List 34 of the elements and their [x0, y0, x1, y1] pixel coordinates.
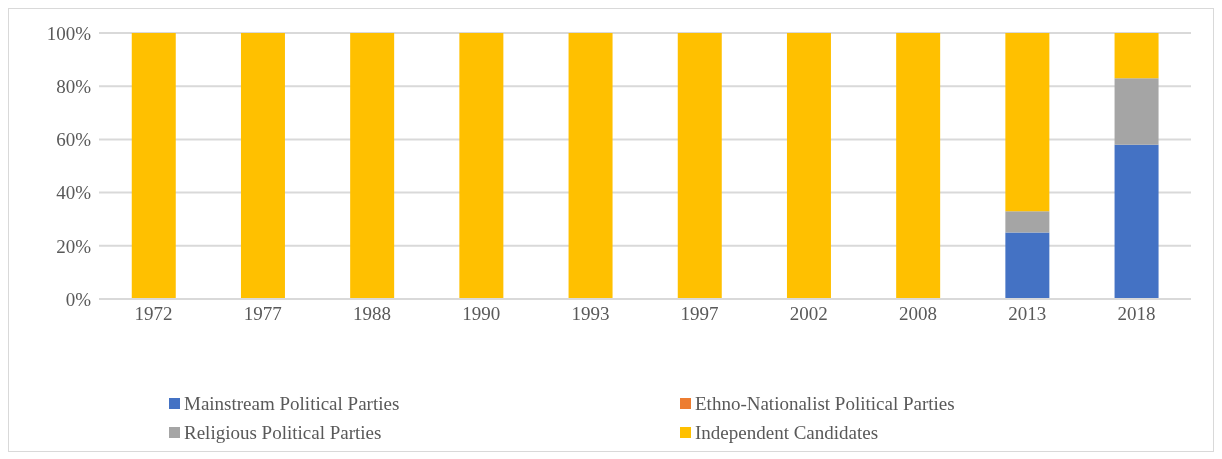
bar [1114, 144, 1159, 299]
bar [786, 33, 831, 299]
bar [896, 33, 941, 299]
bar [131, 33, 176, 299]
legend-label: Ethno-Nationalist Political Parties [695, 392, 955, 416]
legend-label: Independent Candidates [695, 421, 879, 445]
y-tick-label: 100% [46, 22, 92, 44]
bar [568, 33, 613, 299]
bar [240, 33, 285, 299]
x-tick-label: 1990 [462, 303, 501, 325]
bar [1005, 33, 1050, 212]
y-tick-label: 20% [56, 235, 92, 257]
y-tick-label: 40% [56, 182, 92, 204]
bar [1005, 211, 1050, 233]
legend-label: Mainstream Political Parties [184, 392, 400, 416]
bar [459, 33, 504, 299]
x-tick-label: 2013 [1008, 303, 1047, 325]
x-tick-label: 2018 [1117, 303, 1156, 325]
x-tick-label: 1972 [134, 303, 173, 325]
x-tick-label: 1997 [680, 303, 719, 325]
bar [677, 33, 722, 299]
bar [1005, 232, 1050, 299]
x-tick-label: 1993 [571, 303, 610, 325]
x-tick-label: 1977 [243, 303, 282, 325]
bar [1114, 33, 1159, 79]
x-tick-label: 2002 [789, 303, 828, 325]
bar [350, 33, 395, 299]
x-tick-label: 2008 [899, 303, 937, 325]
y-tick-label: 0% [65, 288, 92, 310]
legend-label: Religious Political Parties [184, 421, 382, 445]
y-tick-label: 80% [56, 75, 92, 97]
y-tick-label: 60% [56, 129, 92, 151]
x-tick-label: 1988 [353, 303, 391, 325]
bar [1114, 78, 1159, 145]
